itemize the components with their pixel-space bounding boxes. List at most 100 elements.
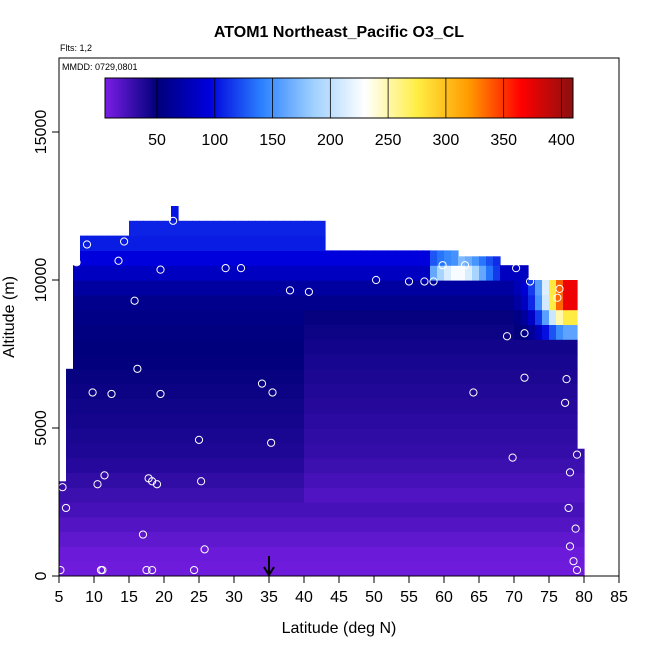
heatmap-cell [227,516,235,533]
heatmap-cell [374,294,382,311]
heatmap-cell [136,368,144,385]
heatmap-cell [304,502,312,518]
heatmap-cell [465,294,473,311]
heatmap-cell [423,428,431,444]
heatmap-cell [346,442,354,459]
heatmap-cell [157,487,165,503]
heatmap-cell [402,502,410,518]
heatmap-cell [227,339,235,355]
heatmap-cell [304,324,312,340]
heatmap-cell [360,413,368,429]
heatmap-cell [409,502,417,518]
heatmap-cell [241,294,249,311]
heatmap-cell [115,413,123,429]
x-tick-label: 20 [155,589,173,606]
heatmap-cell [255,516,263,533]
heatmap-cell [451,280,459,296]
heatmap-cell [458,516,466,533]
heatmap-cell [80,309,88,325]
heatmap-cell [311,561,319,576]
heatmap-cell [479,457,487,473]
heatmap-cell [451,487,459,503]
heatmap-cell [521,294,529,311]
heatmap-cell [80,546,88,562]
heatmap-cell [325,354,333,370]
heatmap-cell [178,561,186,576]
heatmap-cell [311,250,319,266]
heatmap-cell [171,309,179,325]
obs-point [571,524,580,533]
heatmap-cell [332,472,340,488]
heatmap-cell [486,368,494,385]
heatmap-cell [409,339,417,355]
heatmap-cell [269,339,277,355]
heatmap-cell [220,516,228,533]
heatmap-cell [332,250,340,266]
heatmap-cell [276,309,284,325]
heatmap-cell [353,250,361,266]
heatmap-cell [535,502,543,518]
obs-point [268,388,277,397]
heatmap-cell [430,457,438,473]
heatmap-cell [437,487,445,503]
heatmap-cell [430,487,438,503]
heatmap-cell [304,368,312,385]
heatmap-cell [514,561,522,576]
heatmap-cell [129,457,137,473]
heatmap-cell [486,502,494,518]
heatmap-cell [101,354,109,370]
heatmap-cell [409,383,417,399]
heatmap-cell [115,280,123,296]
heatmap-cell [388,339,396,355]
heatmap-cell [346,398,354,414]
heatmap-cell [122,265,130,281]
heatmap-cell [472,561,480,576]
heatmap-cell [437,250,445,266]
heatmap-cell [150,413,158,429]
heatmap-cell [479,383,487,399]
heatmap-cell [388,398,396,414]
heatmap-cell [220,502,228,518]
heatmap-cell [563,442,571,459]
heatmap-cell [444,561,452,576]
heatmap-cell [143,220,151,237]
heatmap-cell [129,309,137,325]
heatmap-cell [374,398,382,414]
flights-label: Flts: 1,2 [60,43,92,53]
heatmap-cell [164,487,172,503]
heatmap-cell [206,383,214,399]
heatmap-cell [444,368,452,385]
heatmap-cell [178,516,186,533]
heatmap-cell [73,546,81,562]
heatmap-cell [311,502,319,518]
heatmap-cell [486,516,494,533]
heatmap-cell [535,457,543,473]
heatmap-cell [339,428,347,444]
heatmap-cell [563,280,571,296]
heatmap-cell [150,368,158,385]
heatmap-cell [297,383,305,399]
heatmap-cell [283,428,291,444]
heatmap-cell [108,324,116,340]
heatmap-cell [220,383,228,399]
heatmap-cell [479,472,487,488]
heatmap-cell [507,265,515,281]
heatmap-cell [493,265,501,281]
heatmap-cell [143,280,151,296]
heatmap-cell [164,339,172,355]
heatmap-cell [339,487,347,503]
heatmap-cell [437,280,445,296]
heatmap-cell [458,256,466,266]
obs-point [460,234,470,243]
heatmap-cell [353,368,361,385]
heatmap-cell [381,561,389,576]
heatmap-cell [472,546,480,562]
heatmap-cell [241,457,249,473]
heatmap-cell [87,265,95,281]
heatmap-cell [521,383,529,399]
heatmap-cell [507,502,515,518]
heatmap-cell [458,383,466,399]
obs-point [569,557,578,566]
heatmap-cell [325,531,333,547]
heatmap-cell [325,487,333,503]
